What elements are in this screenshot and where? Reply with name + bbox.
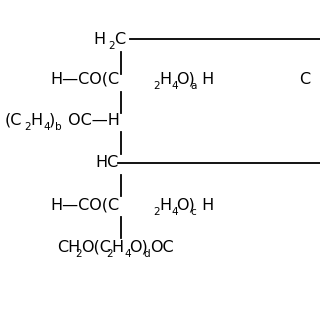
Text: HC: HC <box>95 155 118 170</box>
Text: O): O) <box>129 240 148 255</box>
Text: c: c <box>191 207 196 217</box>
Text: O): O) <box>177 72 195 87</box>
Text: 2: 2 <box>75 249 82 259</box>
Text: 2: 2 <box>108 41 115 52</box>
Text: OC—H: OC—H <box>63 113 120 128</box>
Text: 4: 4 <box>172 207 178 217</box>
Text: 4: 4 <box>124 249 131 259</box>
Text: 2: 2 <box>25 122 31 132</box>
Text: d: d <box>143 249 150 259</box>
Text: a: a <box>191 81 197 91</box>
Text: H: H <box>159 197 171 212</box>
Text: H: H <box>30 113 42 128</box>
Text: ): ) <box>48 113 55 128</box>
Text: (C: (C <box>4 113 22 128</box>
Text: 4: 4 <box>43 122 50 132</box>
Text: 4: 4 <box>172 81 178 91</box>
Text: H: H <box>93 32 106 47</box>
Text: H: H <box>159 72 171 87</box>
Text: H: H <box>197 72 215 87</box>
Text: O(C: O(C <box>81 240 111 255</box>
Text: H: H <box>197 197 215 212</box>
Text: O): O) <box>177 197 195 212</box>
Text: C: C <box>114 32 125 47</box>
Text: 2: 2 <box>154 207 160 217</box>
Text: OC: OC <box>150 240 173 255</box>
Text: CH: CH <box>57 240 80 255</box>
Text: b: b <box>55 122 62 132</box>
Text: H—CO(C: H—CO(C <box>51 72 120 87</box>
Text: 2: 2 <box>106 249 113 259</box>
Text: C: C <box>300 72 311 87</box>
Text: 2: 2 <box>154 81 160 91</box>
Text: H—CO(C: H—CO(C <box>51 197 120 212</box>
Text: H: H <box>111 240 124 255</box>
